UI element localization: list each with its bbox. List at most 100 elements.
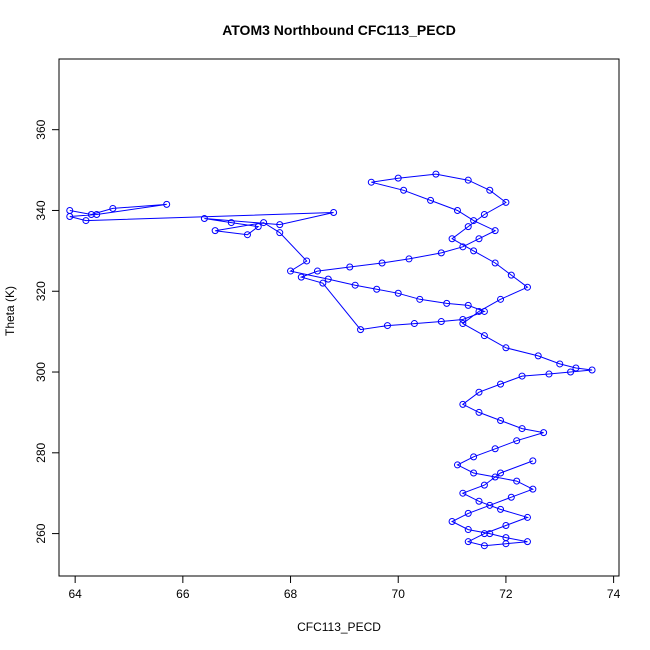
data-point [475, 497, 483, 505]
data-point [453, 461, 461, 469]
data-point [448, 517, 456, 525]
data-point [502, 540, 510, 548]
data-point [507, 271, 515, 279]
data-point [475, 408, 483, 416]
data-point [480, 307, 488, 315]
data-point [459, 320, 467, 328]
data-point [529, 457, 537, 465]
data-point [464, 509, 472, 517]
data-point [502, 198, 510, 206]
data-point [82, 217, 90, 225]
y-tick-label: 360 [34, 119, 48, 139]
data-point [480, 481, 488, 489]
x-axis-label: CFC113_PECD [297, 620, 381, 634]
data-point [330, 208, 338, 216]
data-point [459, 316, 467, 324]
data-point [523, 538, 531, 546]
data-point [464, 176, 472, 184]
data-point [400, 186, 408, 194]
data-point [480, 530, 488, 538]
data-point [378, 259, 386, 267]
data-point [405, 255, 413, 263]
x-tick-label: 68 [284, 587, 298, 601]
data-point [491, 445, 499, 453]
data-point [470, 469, 478, 477]
data-point [534, 352, 542, 360]
data-point [518, 425, 526, 433]
x-tick-label: 70 [392, 587, 406, 601]
data-point [109, 204, 117, 212]
data-point [470, 217, 478, 225]
data-point [410, 320, 418, 328]
data-point [373, 285, 381, 293]
y-tick-label: 320 [34, 281, 48, 301]
data-point [383, 322, 391, 330]
data-point [303, 257, 311, 265]
data-point [211, 227, 219, 235]
data-point [491, 473, 499, 481]
data-point [502, 344, 510, 352]
plot-frame [58, 58, 620, 577]
data-point [475, 307, 483, 315]
data-point [497, 380, 505, 388]
data-point [163, 200, 171, 208]
data-point [513, 477, 521, 485]
data-point [427, 196, 435, 204]
data-point [243, 231, 251, 239]
data-point [475, 388, 483, 396]
data-point [453, 206, 461, 214]
data-point [470, 453, 478, 461]
data-point [486, 501, 494, 509]
data-point [480, 542, 488, 550]
data-point [475, 235, 483, 243]
data-point [513, 437, 521, 445]
data-point [313, 267, 321, 275]
data-point [394, 289, 402, 297]
data-point [459, 243, 467, 251]
data-point [540, 429, 548, 437]
data-point [437, 318, 445, 326]
data-point [518, 372, 526, 380]
data-point [572, 364, 580, 372]
data-point [87, 211, 95, 219]
data-point [287, 267, 295, 275]
data-point [297, 273, 305, 281]
data-point [227, 219, 235, 227]
data-point [497, 505, 505, 513]
data-points [66, 170, 596, 550]
chart-title: ATOM3 Northbound CFC113_PECD [222, 22, 456, 38]
data-point [480, 332, 488, 340]
data-point [486, 186, 494, 194]
data-point [324, 275, 332, 283]
data-point [200, 215, 208, 223]
y-tick-label: 280 [34, 442, 48, 462]
data-point [464, 301, 472, 309]
data-point [432, 170, 440, 178]
data-point [480, 211, 488, 219]
data-point [346, 263, 354, 271]
x-tick-label: 72 [499, 587, 513, 601]
data-point [319, 279, 327, 287]
x-tick-label: 74 [607, 587, 621, 601]
data-point [464, 223, 472, 231]
data-point [529, 485, 537, 493]
data-point [254, 223, 262, 231]
data-point [448, 235, 456, 243]
y-tick-label: 340 [34, 200, 48, 220]
data-point [443, 299, 451, 307]
y-axis-label: Theta (K) [3, 286, 17, 336]
data-point [523, 513, 531, 521]
y-tick-label: 300 [34, 362, 48, 382]
data-point [497, 416, 505, 424]
series-line [69, 173, 593, 547]
data-point [416, 295, 424, 303]
data-point [93, 211, 101, 219]
data-point [486, 530, 494, 538]
data-point [556, 360, 564, 368]
data-point [357, 326, 365, 334]
x-tick-label: 66 [176, 587, 190, 601]
data-point [464, 538, 472, 546]
data-point [276, 221, 284, 229]
data-point [507, 493, 515, 501]
